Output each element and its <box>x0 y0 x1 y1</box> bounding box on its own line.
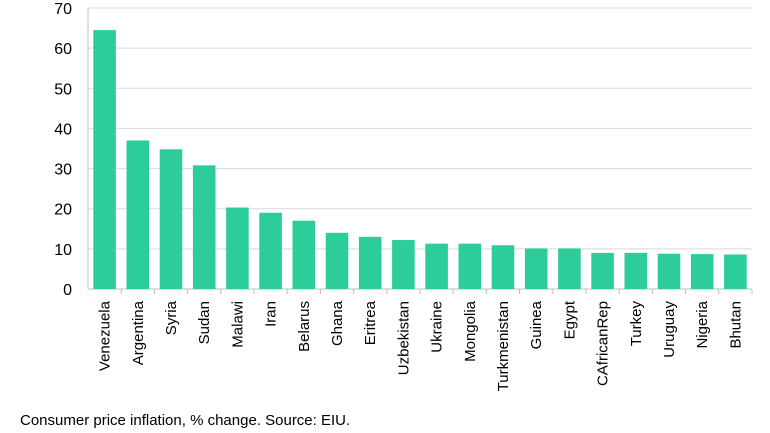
bars <box>93 30 747 289</box>
x-tick-label: Turkmenistan <box>495 301 512 391</box>
y-tick-label: 0 <box>63 282 72 299</box>
y-tick-label: 70 <box>54 1 72 18</box>
y-tick-label: 40 <box>54 121 72 138</box>
y-tick-label: 30 <box>54 162 72 179</box>
bar-ghana <box>325 232 349 289</box>
y-tick-label: 60 <box>54 41 72 58</box>
bar-nigeria <box>690 254 714 289</box>
x-axis-labels: Venezuela Argentina Syria Sudan Malawi Iran Be… <box>97 289 753 391</box>
bar-guinea <box>524 248 548 289</box>
x-tick-label: Venezuela <box>97 300 114 371</box>
bar-bhutan <box>724 254 747 289</box>
x-tick-label: Mongolia <box>462 300 479 362</box>
bar-belarus <box>292 220 316 289</box>
x-tick-label: Uzbekistan <box>395 301 412 375</box>
x-tick-label: Turkey <box>628 301 645 347</box>
x-tick-label: Guinea <box>528 300 545 349</box>
bar-iran <box>259 212 282 289</box>
x-tick-label: Argentina <box>130 300 147 365</box>
bar-uruguay <box>657 253 681 289</box>
bar-syria <box>159 149 183 289</box>
bar-egypt <box>558 248 581 289</box>
bar-malawi <box>226 207 249 289</box>
bar-uzbekistan <box>392 240 415 289</box>
bar-sudan <box>192 165 216 289</box>
y-axis: 0 10 20 30 40 50 60 70 <box>54 1 89 299</box>
x-tick-label: Nigeria <box>694 300 711 348</box>
bar-venezuela <box>93 30 116 289</box>
y-tick-label: 50 <box>54 81 72 98</box>
x-tick-label: Bhutan <box>727 301 744 349</box>
x-tick-label: Sudan <box>196 301 213 344</box>
y-tick-label: 10 <box>54 242 72 259</box>
bar-argentina <box>126 140 150 289</box>
chart-caption: Consumer price inflation, % change. Sour… <box>20 412 351 429</box>
bar-ukraine <box>425 243 448 289</box>
x-tick-label: CAfricanRep <box>595 301 612 386</box>
x-tick-label: Uruguay <box>661 301 678 358</box>
bar-turkey <box>624 252 648 289</box>
x-tick-label: Belarus <box>296 301 313 352</box>
x-tick-label: Eritrea <box>362 300 379 345</box>
bar-turkmenistan <box>491 245 515 289</box>
x-tick-label: Ghana <box>329 300 346 346</box>
gridlines <box>88 7 752 290</box>
y-tick-label: 20 <box>54 202 72 219</box>
bar-cafricanrep <box>591 252 614 289</box>
bar-mongolia <box>458 243 482 289</box>
x-tick-label: Iran <box>263 301 280 327</box>
x-tick-label: Syria <box>163 300 180 335</box>
bar-eritrea <box>358 236 382 289</box>
x-tick-label: Egypt <box>561 300 578 339</box>
x-tick-label: Malawi <box>229 301 246 348</box>
x-tick-label: Ukraine <box>429 301 446 353</box>
